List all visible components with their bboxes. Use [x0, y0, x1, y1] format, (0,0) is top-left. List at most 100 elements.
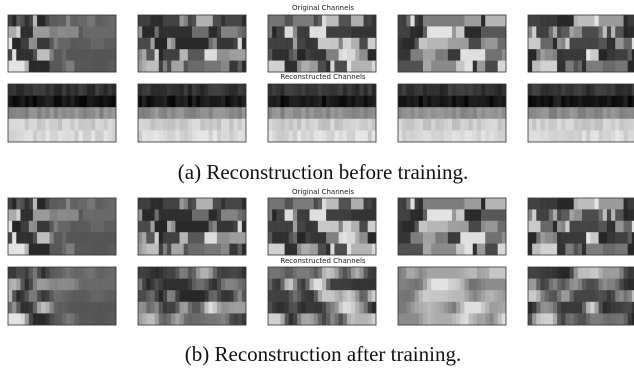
heatmap-cell	[142, 302, 146, 314]
heatmap-cell	[41, 302, 45, 314]
heatmap-cell	[41, 232, 45, 244]
heatmap-cell	[343, 221, 347, 233]
heatmap-cell	[314, 279, 318, 291]
heatmap-cell	[16, 221, 20, 233]
heatmap-cell	[167, 84, 171, 96]
heatmap-cell	[188, 15, 192, 27]
heatmap-cell	[305, 302, 309, 314]
heatmap-cell	[489, 198, 493, 210]
heatmap-cell	[498, 119, 502, 131]
heatmap-cell	[431, 221, 435, 233]
heatmap-cell	[163, 15, 167, 27]
heatmap-cell	[570, 107, 574, 119]
heatmap-cell	[146, 279, 150, 291]
heatmap-cell	[368, 302, 372, 314]
heatmap-cell	[624, 61, 628, 73]
heatmap-cell	[62, 49, 66, 61]
heatmap-cell	[440, 84, 444, 96]
heatmap-cell	[398, 61, 402, 73]
heatmap-cell	[155, 232, 159, 244]
heatmap-cell	[582, 119, 586, 131]
heatmap-cell	[594, 107, 598, 119]
heatmap-cell	[398, 84, 402, 96]
heatmap-cell	[200, 279, 204, 291]
heatmap-cell	[359, 96, 363, 108]
heatmap-cell	[607, 26, 611, 38]
heatmap-cell	[79, 130, 83, 142]
heatmap-cell	[238, 198, 242, 210]
heatmap-cell	[163, 209, 167, 221]
heatmap-cell	[79, 221, 83, 233]
heatmap-cell	[209, 26, 213, 38]
heatmap-cell	[368, 38, 372, 50]
heatmap-cell	[444, 26, 448, 38]
heatmap-cell	[289, 267, 293, 279]
heatmap-cell	[155, 26, 159, 38]
heatmap-cell	[607, 130, 611, 142]
heatmap-cell	[536, 84, 540, 96]
heatmap-cell	[553, 267, 557, 279]
heatmap-cell	[611, 96, 615, 108]
heatmap-cell	[549, 198, 553, 210]
heatmap-cell	[343, 302, 347, 314]
heatmap-cell	[171, 15, 175, 27]
heatmap-cell	[188, 232, 192, 244]
heatmap-cell	[347, 38, 351, 50]
heatmap-cell	[180, 279, 184, 291]
heatmap-cell	[444, 221, 448, 233]
heatmap-cell	[138, 107, 142, 119]
heatmap-cell	[431, 84, 435, 96]
heatmap-cell	[74, 84, 78, 96]
heatmap-cell	[410, 267, 414, 279]
heatmap-cell	[326, 279, 330, 291]
heatmap-cell	[355, 267, 359, 279]
heatmap-cell	[301, 84, 305, 96]
heatmap	[268, 198, 376, 255]
heatmap-cell	[599, 49, 603, 61]
heatmap-cell	[578, 96, 582, 108]
heatmap-cell	[607, 38, 611, 50]
heatmap-cell	[204, 267, 208, 279]
heatmap-cell	[590, 96, 594, 108]
heatmap-cell	[79, 107, 83, 119]
heatmap-cell	[561, 38, 565, 50]
heatmap-cell	[448, 198, 452, 210]
heatmap-cell	[318, 198, 322, 210]
heatmap-cell	[293, 38, 297, 50]
heatmap-cell	[188, 221, 192, 233]
heatmap-cell	[553, 119, 557, 131]
heatmap-cell	[603, 302, 607, 314]
heatmap-cell	[351, 38, 355, 50]
heatmap-cell	[200, 130, 204, 142]
heatmap-cell	[368, 119, 372, 131]
heatmap-cell	[456, 198, 460, 210]
heatmap-cell	[464, 209, 468, 221]
heatmap-cell	[402, 209, 406, 221]
heatmap-cell	[20, 267, 24, 279]
heatmap-cell	[150, 96, 154, 108]
heatmap-cell	[444, 290, 448, 302]
heatmap-cell	[37, 107, 41, 119]
heatmap-cell	[16, 49, 20, 61]
heatmap-cell	[305, 244, 309, 256]
heatmap-cell	[70, 244, 74, 256]
heatmap-cell	[359, 61, 363, 73]
heatmap-cell	[565, 61, 569, 73]
heatmap-cell	[570, 244, 574, 256]
heatmap-cell	[29, 38, 33, 50]
heatmap-cell	[221, 107, 225, 119]
heatmap-cell	[196, 279, 200, 291]
heatmap-cell	[200, 107, 204, 119]
heatmap-cell	[368, 313, 372, 325]
heatmap-cell	[469, 290, 473, 302]
heatmap-cell	[301, 96, 305, 108]
heatmap-cell	[578, 244, 582, 256]
heatmap-cell	[347, 49, 351, 61]
heatmap-cell	[155, 61, 159, 73]
heatmap-cell	[33, 244, 37, 256]
heatmap-cell	[204, 107, 208, 119]
heatmap-cell	[553, 15, 557, 27]
heatmap-cell	[540, 209, 544, 221]
heatmap-cell	[45, 38, 49, 50]
heatmap-cell	[419, 198, 423, 210]
